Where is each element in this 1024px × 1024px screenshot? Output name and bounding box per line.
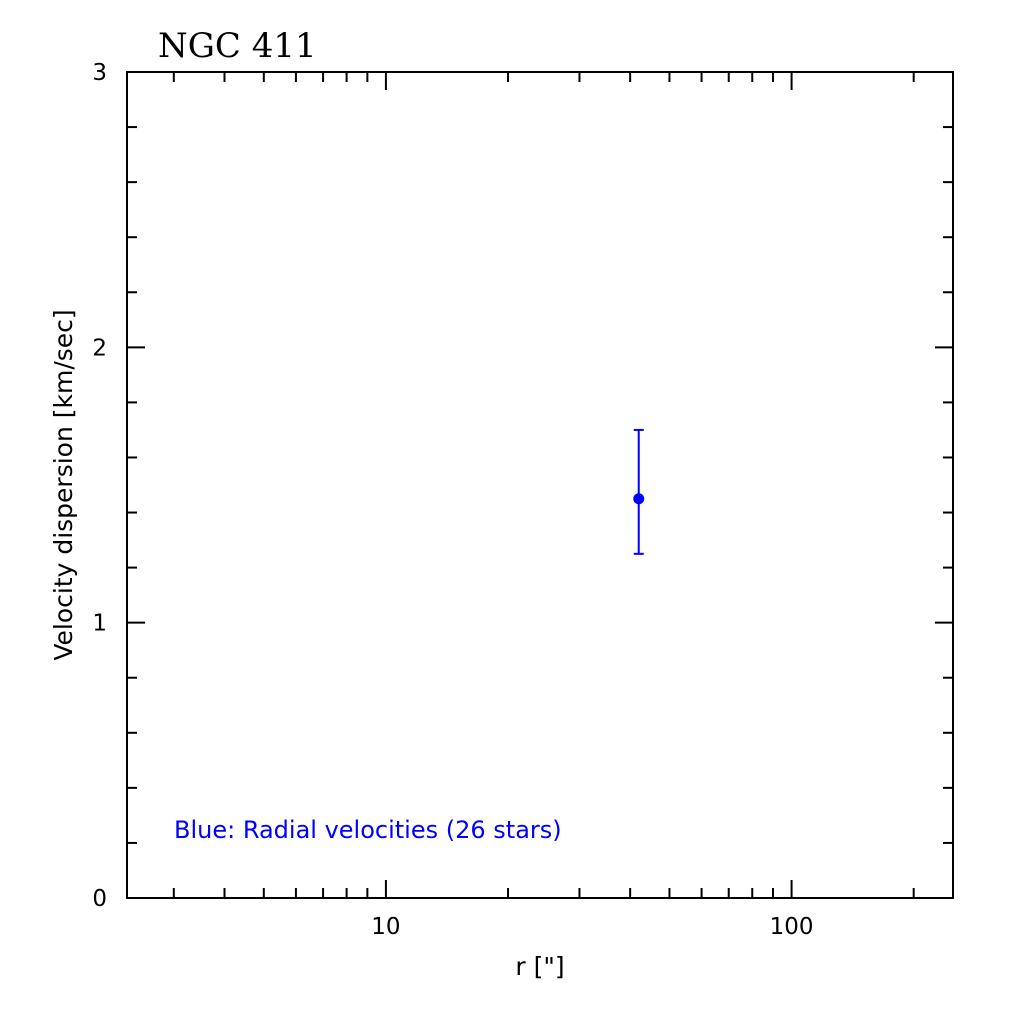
legend-annotation: Blue: Radial velocities (26 stars): [174, 816, 562, 844]
y-tick-label: 0: [92, 886, 107, 912]
data-layer: [633, 428, 645, 555]
chart-title: NGC 411: [158, 26, 317, 66]
x-axis-label: r ["]: [515, 952, 564, 981]
x-tick-label: 10: [371, 914, 400, 940]
y-tick-label: 1: [92, 611, 107, 637]
axis-ticks: [127, 71, 953, 899]
data-point: [633, 493, 645, 505]
y-tick-label: 2: [92, 335, 107, 361]
y-tick-label: 3: [92, 60, 107, 86]
y-axis-label: Velocity dispersion [km/sec]: [49, 309, 78, 660]
plot-frame: [126, 71, 954, 899]
tick-labels: 10 100 0 1 2 3: [92, 60, 813, 940]
x-tick-label: 100: [770, 914, 814, 940]
